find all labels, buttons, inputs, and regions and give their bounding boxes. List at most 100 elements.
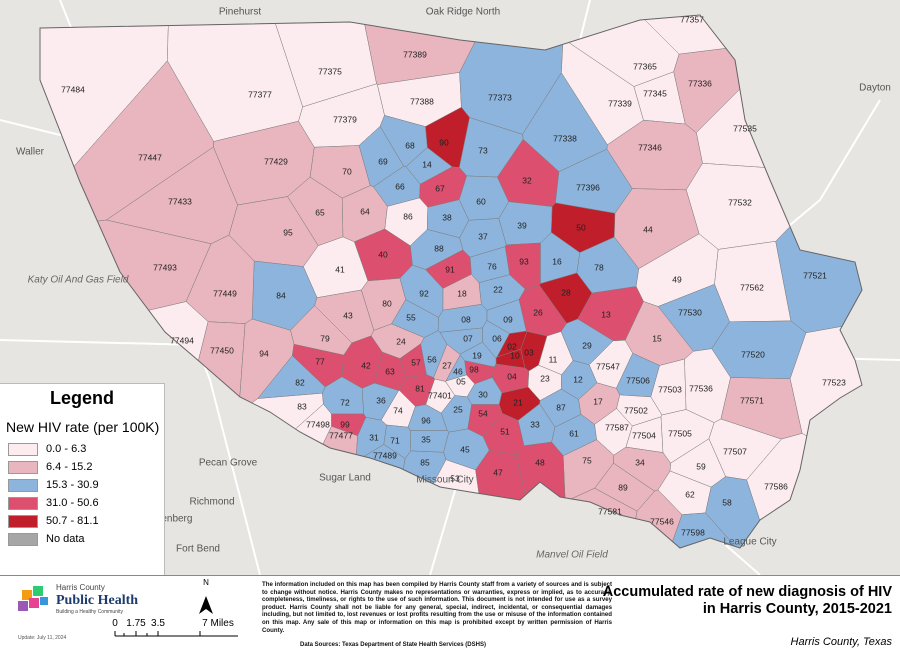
legend-swatch — [8, 442, 38, 456]
zip-label: 83 — [297, 401, 307, 411]
zip-label: 33 — [530, 419, 540, 429]
scale-bar — [114, 631, 238, 637]
legend-label: 50.7 - 81.1 — [46, 515, 99, 527]
zip-label: 77375 — [318, 66, 342, 76]
zip-label: 77598 — [681, 527, 705, 537]
zip-label: 31 — [369, 432, 379, 442]
zip-label: 77449 — [213, 288, 237, 298]
zip-label: 03 — [524, 347, 534, 357]
zip-label: 05 — [456, 376, 466, 386]
zip-label: 77587 — [605, 422, 629, 432]
zip-label: 43 — [343, 310, 353, 320]
zip-label: 94 — [259, 348, 269, 358]
legend-item: 31.0 - 50.6 — [8, 494, 164, 512]
zip-label: 77 — [315, 356, 325, 366]
zip-label: 14 — [422, 159, 432, 169]
zip-label: 35 — [421, 434, 431, 444]
zip-label: 77338 — [553, 133, 577, 143]
north-arrow — [199, 596, 213, 614]
zip-label: 77336 — [688, 78, 712, 88]
zip-label: 95 — [283, 227, 293, 237]
zip-label: 72 — [340, 397, 350, 407]
zip-label: 08 — [461, 314, 471, 324]
zip-label: 44 — [643, 224, 653, 234]
update-date: Update: July 11, 2024 — [18, 635, 66, 641]
zip-label: 71 — [390, 435, 400, 445]
zip-label: 40 — [378, 249, 388, 259]
places: Pinehurst Oak Ridge North Waller Dayton Katy… — [16, 7, 891, 561]
zip-label: 46 — [453, 366, 463, 376]
zip-label: 19 — [472, 350, 482, 360]
place-label: Rosenberg — [144, 514, 193, 525]
legend-swatch — [8, 478, 38, 492]
zip-label: 77477 — [329, 430, 353, 440]
zip-label: 77502 — [624, 405, 648, 415]
zip-label: 93 — [519, 256, 529, 266]
zip-label: 77429 — [264, 156, 288, 166]
zip-label: 77447 — [138, 152, 162, 162]
zip-label: 88 — [434, 243, 444, 253]
zip-label: 11 — [549, 354, 558, 364]
legend-item: 50.7 - 81.1 — [8, 512, 164, 530]
footer: Harris County Public Health Building a H… — [0, 575, 900, 655]
zip-label: 77505 — [668, 428, 692, 438]
zip-label: 58 — [722, 497, 732, 507]
zip-label: 69 — [378, 156, 388, 166]
logo-name: Public Health — [56, 593, 138, 608]
north-label: N — [203, 578, 209, 587]
zip-label: 48 — [535, 457, 545, 467]
zip-label: 66 — [395, 181, 405, 191]
zip-label: 77562 — [740, 282, 764, 292]
zip-label: 30 — [478, 389, 488, 399]
scale-label: 7 Miles — [202, 618, 234, 629]
zip-label: 73 — [478, 145, 488, 155]
legend-label: 0.0 - 6.3 — [46, 443, 87, 455]
legend-label: No data — [46, 533, 85, 545]
zip-label: 61 — [569, 428, 579, 438]
zip-label: 54 — [478, 408, 488, 418]
zip-label: 86 — [403, 211, 413, 221]
zip-label: 77532 — [728, 197, 752, 207]
zip-label: 47 — [493, 467, 503, 477]
zip-label: 81 — [415, 383, 425, 393]
zip-label: 12 — [573, 374, 583, 384]
zip-label: 77507 — [723, 446, 747, 456]
zip-label: 50 — [576, 222, 586, 232]
zip-label: 77489 — [373, 450, 397, 460]
scale-label: 3.5 — [151, 618, 165, 629]
zip-label: 23 — [540, 373, 550, 383]
place-label: League City — [723, 537, 776, 548]
zip-label: 77401 — [428, 390, 452, 400]
zip-label: 27 — [442, 360, 452, 370]
place-label: Richmond — [189, 497, 234, 508]
legend-item: 0.0 - 6.3 — [8, 440, 164, 458]
zip-label: 98 — [469, 364, 479, 374]
zip-label: 18 — [457, 288, 467, 298]
scale-label: 1.75 — [126, 618, 146, 629]
zip-label: 96 — [421, 415, 431, 425]
zip-label: 49 — [672, 274, 682, 284]
zip-label: 80 — [382, 298, 392, 308]
zip-label: 77345 — [643, 88, 667, 98]
zip-label: 36 — [376, 395, 386, 405]
legend: Legend New HIV rate (per 100K) 0.0 - 6.3… — [0, 383, 165, 575]
legend-swatch — [8, 460, 38, 474]
zip-label: 89 — [618, 482, 628, 492]
place-label: Missouri City — [416, 475, 473, 486]
zip-label: 77365 — [633, 61, 657, 71]
zip-label: 77521 — [803, 270, 827, 280]
zip-label: 77586 — [764, 481, 788, 491]
logo-org: Harris County — [56, 583, 105, 592]
zip-label: 77493 — [153, 262, 177, 272]
place-label: Dayton — [859, 83, 891, 94]
legend-label: 6.4 - 15.2 — [46, 461, 93, 473]
zip-label: 70 — [342, 166, 352, 176]
zip-label: 02 — [507, 341, 517, 351]
legend-swatch — [8, 532, 38, 546]
zip-label: 77396 — [576, 182, 600, 192]
zip-label: 77433 — [168, 196, 192, 206]
zip-label: 77520 — [741, 349, 765, 359]
zip-label: 91 — [445, 264, 455, 274]
